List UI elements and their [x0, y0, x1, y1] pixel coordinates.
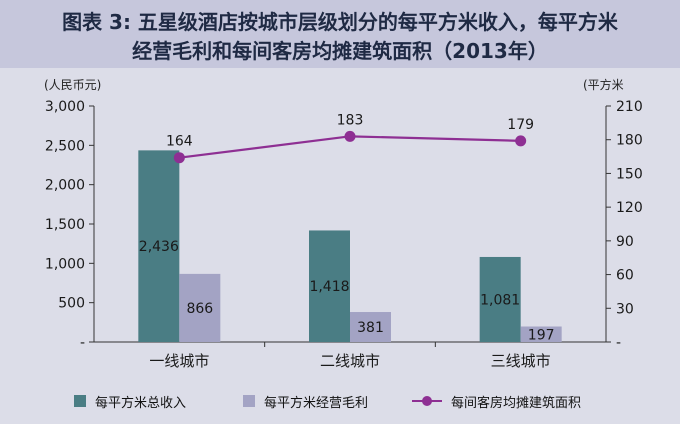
legend-item-revenue: 每平方米总收入 [74, 392, 187, 411]
area-point [515, 135, 527, 147]
revenue-data-label: 1,418 [309, 279, 349, 295]
area-data-label: 183 [337, 112, 364, 128]
right-axis-tick-label: 120 [616, 200, 643, 216]
area-data-label: 179 [507, 117, 534, 133]
area-data-label: 164 [166, 134, 193, 150]
purple-line-dot-icon [412, 395, 442, 407]
right-axis-tick-label: 90 [616, 234, 634, 250]
revenue-data-label: 1,081 [480, 292, 520, 308]
left-axis-tick-label: 500 [58, 296, 85, 312]
profit-bar [350, 312, 391, 342]
chart-title-line-2: 经营毛利和每间客房均摊建筑面积（2013年） [132, 39, 548, 63]
x-axis-category-label: 三线城市 [491, 352, 551, 370]
right-axis-tick-label: 30 [616, 301, 634, 317]
profit-data-label: 197 [528, 327, 555, 343]
right-axis-unit-label: (平方米 [583, 78, 624, 92]
legend-label-area: 每间客房均摊建筑面积 [451, 395, 582, 411]
revenue-bar [479, 256, 521, 342]
lavender-square-icon [243, 395, 255, 407]
area-point [173, 152, 185, 164]
x-axis-category-label: 二线城市 [320, 352, 380, 370]
title-band: 图表 3: 五星级酒店按城市层级划分的每平方米收入，每平方米 经营毛利和每间客房… [0, 0, 680, 68]
chart-title-line-1: 图表 3: 五星级酒店按城市层级划分的每平方米收入，每平方米 [62, 10, 618, 34]
right-axis-tick-label: 180 [616, 133, 643, 149]
x-axis-category-label: 一线城市 [149, 352, 209, 370]
revenue-bar [309, 230, 350, 342]
profit-data-label: 381 [357, 320, 384, 336]
left-axis-tick-label: 2,000 [45, 178, 85, 194]
right-axis-tick-label: - [616, 335, 621, 351]
legend-item-area: 每间客房均摊建筑面积 [412, 392, 582, 411]
right-axis-tick-label: 60 [616, 268, 634, 284]
teal-square-icon [74, 395, 86, 407]
right-axis-tick-label: 150 [616, 166, 643, 182]
profit-bar [179, 273, 221, 342]
revenue-data-label: 2,436 [139, 239, 179, 255]
left-axis-tick-label: 1,500 [45, 217, 85, 233]
left-axis-tick-label: - [80, 335, 85, 351]
left-axis-unit-label: (人民币元) [44, 78, 102, 92]
left-axis-tick-label: 3,000 [45, 99, 85, 115]
legend-label-revenue: 每平方米总收入 [95, 395, 187, 411]
revenue-bar [138, 150, 180, 342]
profit-bar [520, 326, 562, 342]
area-point [344, 130, 356, 142]
right-axis-tick-label: 210 [616, 99, 643, 115]
profit-data-label: 866 [186, 301, 213, 317]
left-axis-tick-label: 2,500 [45, 138, 85, 154]
legend-label-profit: 每平方米经营毛利 [264, 395, 369, 411]
left-axis-tick-label: 1,000 [45, 256, 85, 272]
legend-item-profit: 每平方米经营毛利 [243, 392, 369, 411]
